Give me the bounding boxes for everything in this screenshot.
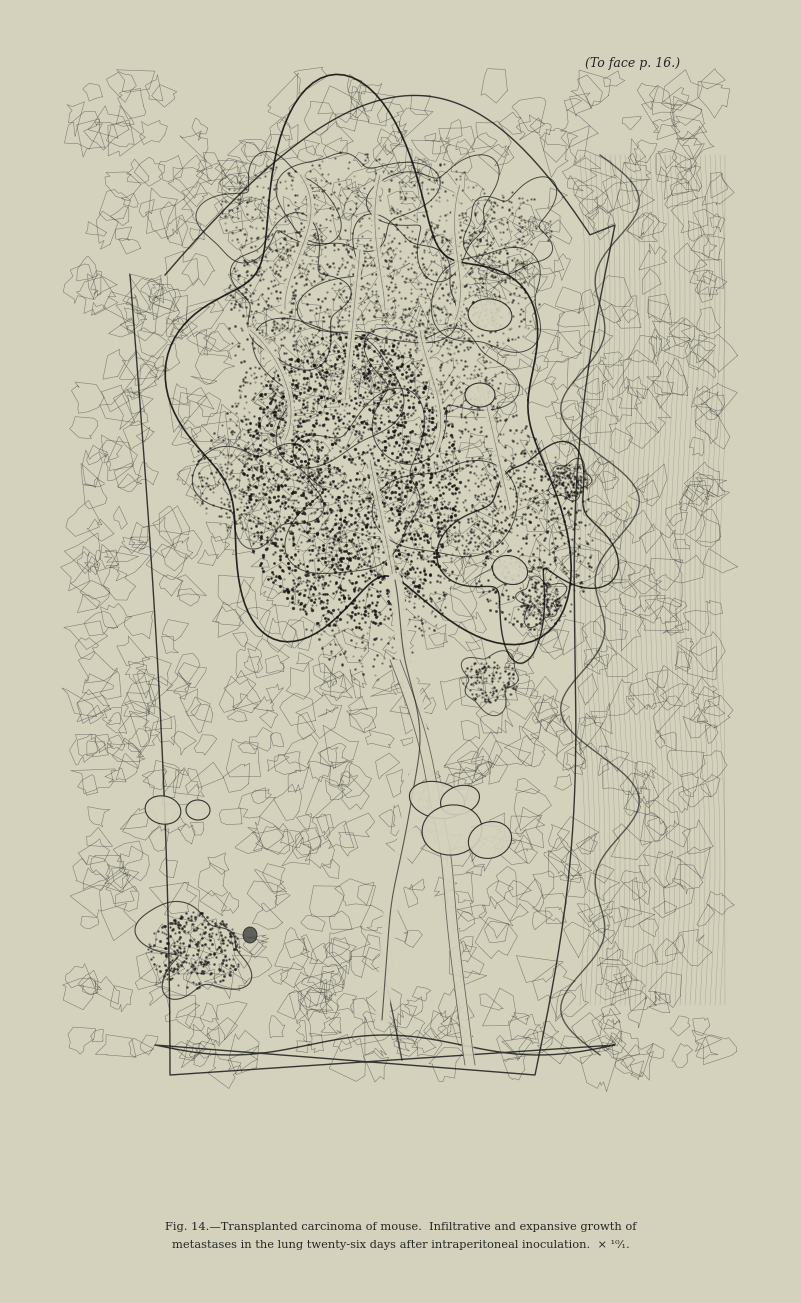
Ellipse shape: [186, 800, 210, 820]
Ellipse shape: [468, 298, 512, 331]
Ellipse shape: [409, 782, 465, 818]
Ellipse shape: [469, 822, 512, 859]
Text: metastases in the lung twenty-six days after intraperitoneal inoculation.  × ¹⁰⁄: metastases in the lung twenty-six days a…: [171, 1240, 630, 1251]
Ellipse shape: [465, 383, 495, 407]
Text: (To face p. 16.): (To face p. 16.): [585, 57, 680, 70]
Ellipse shape: [422, 805, 482, 855]
Ellipse shape: [145, 796, 181, 825]
Ellipse shape: [441, 786, 480, 814]
Ellipse shape: [493, 555, 528, 585]
Text: Fig. 14.—Transplanted carcinoma of mouse.  Infiltrative and expansive growth of: Fig. 14.—Transplanted carcinoma of mouse…: [165, 1222, 636, 1233]
Ellipse shape: [243, 926, 257, 943]
